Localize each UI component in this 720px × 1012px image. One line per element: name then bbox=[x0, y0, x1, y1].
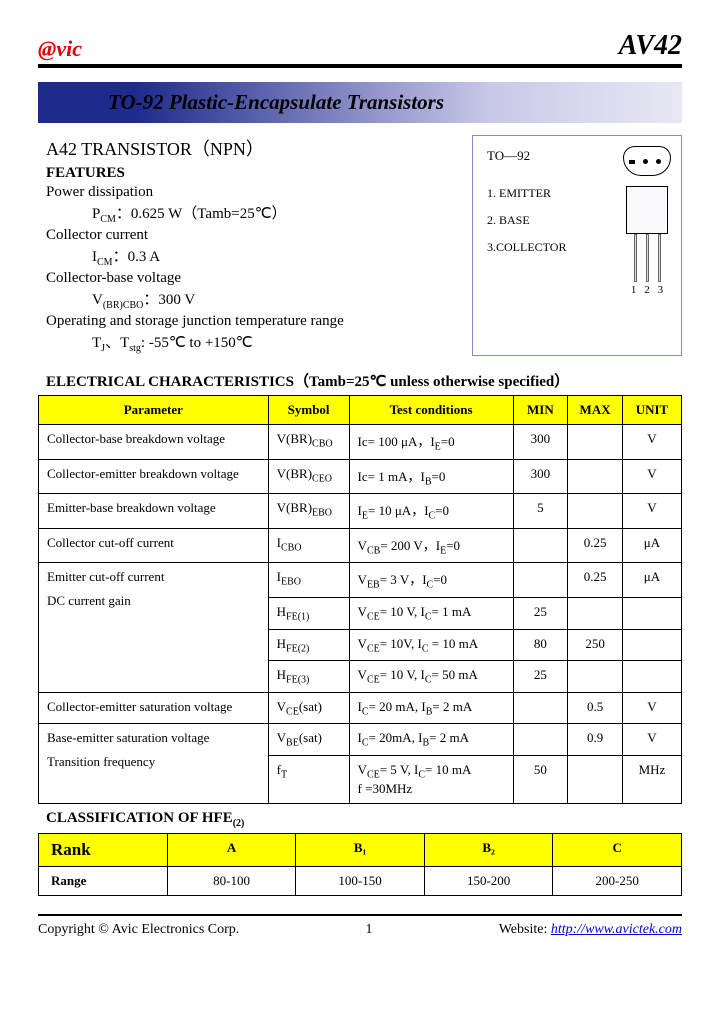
feature-value: V(BR)CBO：300 V bbox=[46, 288, 454, 311]
table-row: Range 80-100 100-150 150-200 200-250 bbox=[39, 866, 682, 895]
website-link[interactable]: http://www.avictek.com bbox=[551, 922, 682, 937]
pin-label: 2. BASE bbox=[487, 213, 566, 228]
table-row: Base-emitter saturation voltageTransitio… bbox=[39, 724, 682, 756]
th-symbol: Symbol bbox=[268, 396, 349, 425]
package-front-view-icon: 1 2 3 bbox=[623, 186, 671, 296]
package-diagram: TO—92 1. EMITTER 2. BASE 3.COLLECTOR 1 bbox=[472, 135, 682, 356]
table-row: Collector-emitter saturation voltage VCE… bbox=[39, 692, 682, 724]
table-row: Emitter cut-off currentDC current gain I… bbox=[39, 563, 682, 598]
hfe-col-a: A bbox=[167, 833, 295, 866]
copyright: Copyright © Avic Electronics Corp. bbox=[38, 922, 239, 938]
feature-label: Power dissipation bbox=[46, 184, 454, 201]
logo: @ vic bbox=[38, 36, 82, 62]
logo-at: @ bbox=[38, 36, 56, 62]
th-max: MAX bbox=[568, 396, 623, 425]
th-conditions: Test conditions bbox=[349, 396, 513, 425]
th-param: Parameter bbox=[39, 396, 269, 425]
package-label: TO—92 bbox=[487, 148, 530, 164]
package-top-view-icon bbox=[623, 146, 671, 176]
table-row: Collector-emitter breakdown voltage V(BR… bbox=[39, 459, 682, 494]
th-unit: UNIT bbox=[622, 396, 681, 425]
feature-value: TJ、Tstg: -55℃ to +150℃ bbox=[46, 331, 454, 354]
table-row: Collector-base breakdown voltage V(BR)CB… bbox=[39, 425, 682, 460]
logo-vic: vic bbox=[56, 36, 82, 62]
pin-num: 3 bbox=[658, 284, 664, 296]
features-section: A42 TRANSISTOR（NPN） FEATURES Power dissi… bbox=[38, 135, 454, 356]
website: Website: http://www.avictek.com bbox=[499, 922, 682, 938]
table-row: Rank A B₁ B₂ C bbox=[39, 833, 682, 866]
pin-label: 1. EMITTER bbox=[487, 186, 566, 201]
hfe-col-b2: B₂ bbox=[424, 833, 553, 866]
pin-num: 2 bbox=[644, 284, 650, 296]
feature-label: Collector-base voltage bbox=[46, 270, 454, 287]
page-footer: Copyright © Avic Electronics Corp. 1 Web… bbox=[38, 914, 682, 938]
electrical-heading: ELECTRICAL CHARACTERISTICS（Tamb=25℃ unle… bbox=[46, 370, 682, 391]
features-heading: FEATURES bbox=[46, 165, 454, 182]
feature-value: ICM：0.3 A bbox=[46, 245, 454, 268]
hfe-col-b1: B₁ bbox=[296, 833, 425, 866]
page-number: 1 bbox=[349, 922, 389, 938]
title-bar: TO-92 Plastic-Encapsulate Transistors bbox=[38, 82, 682, 123]
page-header: @ vic AV42 bbox=[38, 30, 682, 68]
pin-num: 1 bbox=[631, 284, 637, 296]
pin-list: 1. EMITTER 2. BASE 3.COLLECTOR bbox=[487, 186, 566, 296]
th-min: MIN bbox=[513, 396, 568, 425]
hfe-table: Rank A B₁ B₂ C Range 80-100 100-150 150-… bbox=[38, 833, 682, 896]
feature-value: PCM：0.625 W（Tamb=25℃） bbox=[46, 202, 454, 225]
part-number: AV42 bbox=[619, 30, 682, 62]
electrical-table: Parameter Symbol Test conditions MIN MAX… bbox=[38, 395, 682, 804]
hfe-col-c: C bbox=[553, 833, 682, 866]
feature-label: Operating and storage junction temperatu… bbox=[46, 313, 454, 330]
hfe-range-label: Range bbox=[39, 866, 168, 895]
hfe-rank-label: Rank bbox=[39, 833, 168, 866]
title-bar-text: TO-92 Plastic-Encapsulate Transistors bbox=[108, 90, 444, 114]
feature-label: Collector current bbox=[46, 227, 454, 244]
pin-label: 3.COLLECTOR bbox=[487, 240, 566, 255]
hfe-heading: CLASSIFICATION OF HFE(2) bbox=[46, 810, 682, 829]
table-row: Emitter-base breakdown voltage V(BR)EBO … bbox=[39, 494, 682, 529]
subtitle: A42 TRANSISTOR（NPN） bbox=[46, 135, 454, 161]
table-row: Collector cut-off current ICBO VCB= 200 … bbox=[39, 528, 682, 563]
